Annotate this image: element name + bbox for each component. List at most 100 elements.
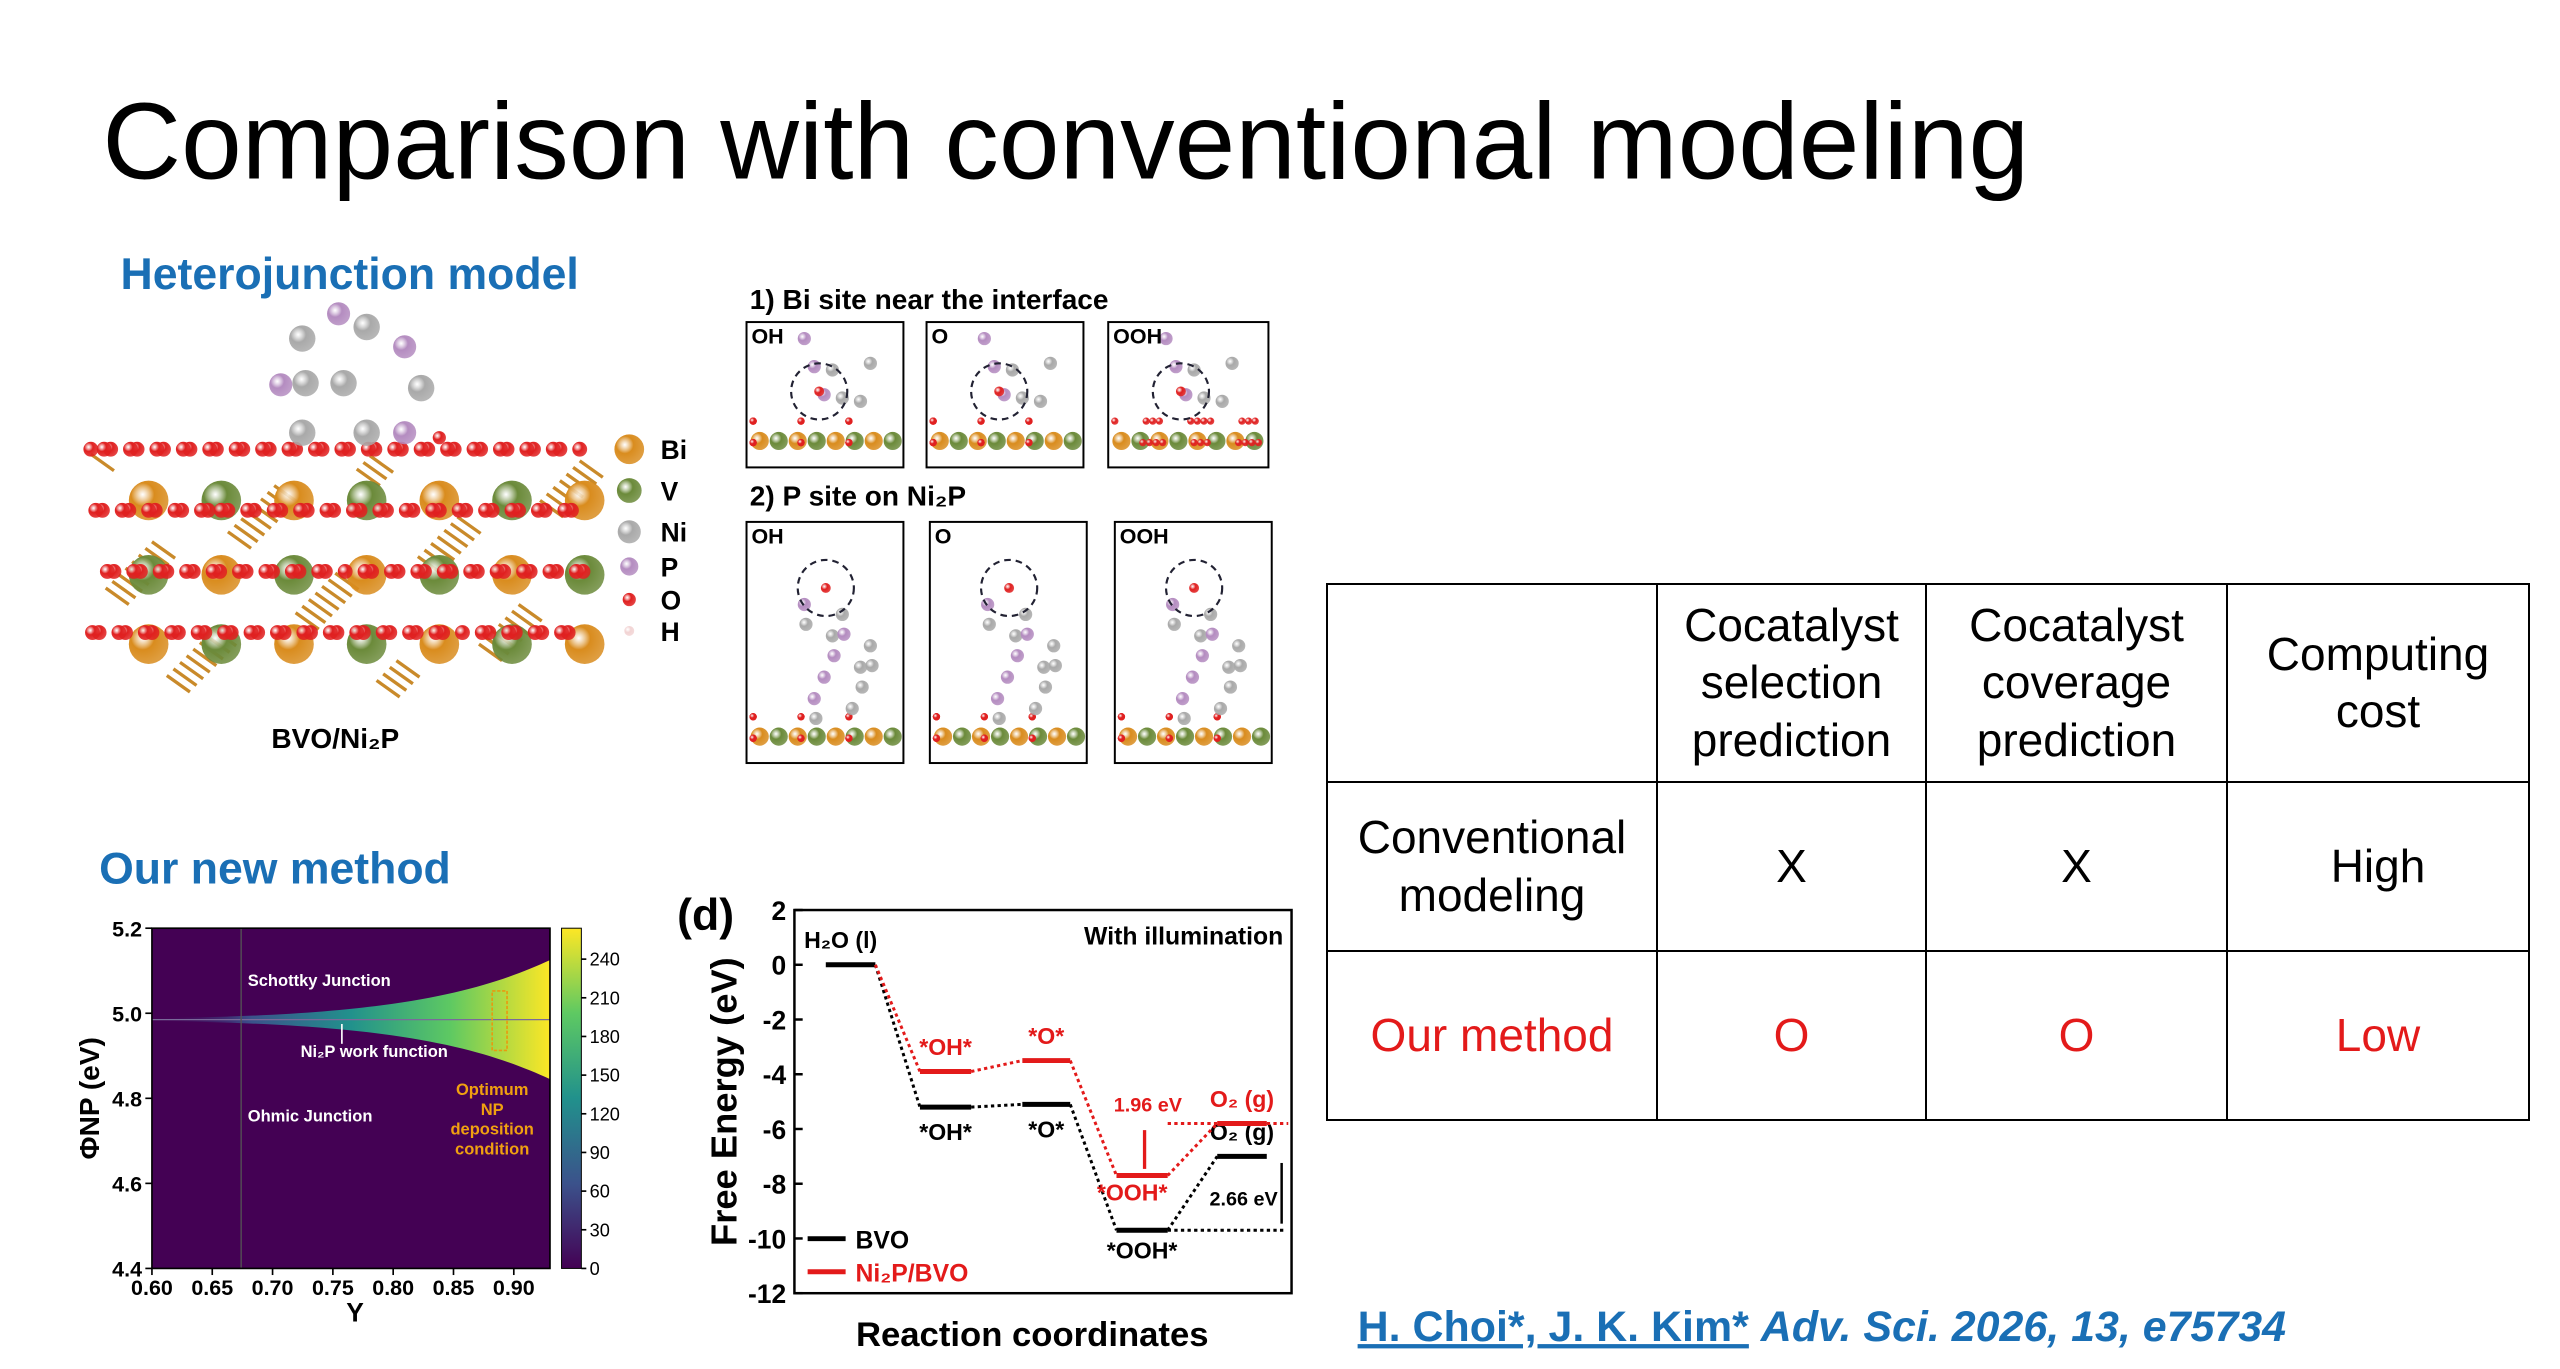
site-marker bbox=[796, 558, 855, 618]
atom bbox=[769, 727, 788, 746]
atom bbox=[1251, 727, 1271, 746]
atom bbox=[451, 502, 467, 518]
annotation: Ni₂P work function bbox=[301, 1043, 448, 1061]
atom bbox=[1159, 331, 1173, 346]
bond bbox=[395, 659, 421, 679]
bond bbox=[104, 586, 130, 606]
atom bbox=[1006, 431, 1025, 451]
atom bbox=[982, 617, 996, 631]
atom bbox=[977, 438, 985, 447]
atom bbox=[327, 302, 351, 326]
site-marker bbox=[979, 558, 1039, 618]
atom bbox=[1223, 680, 1238, 694]
panel-label: (d) bbox=[677, 891, 734, 940]
atom bbox=[1165, 734, 1173, 742]
table-cell: Our method bbox=[1326, 950, 1658, 1121]
atom bbox=[797, 331, 811, 346]
connector bbox=[970, 1059, 1023, 1073]
atom bbox=[864, 431, 883, 451]
y-tick-label: 5.2 bbox=[112, 917, 142, 941]
atom bbox=[883, 727, 902, 746]
bond bbox=[179, 660, 205, 681]
table-cell: Conventional modeling bbox=[1326, 781, 1658, 952]
site-marker bbox=[1164, 558, 1224, 618]
atom bbox=[1025, 438, 1033, 447]
atom bbox=[863, 639, 877, 653]
bond bbox=[368, 454, 395, 474]
atom bbox=[228, 441, 244, 457]
structure-panel bbox=[928, 520, 1088, 765]
bond bbox=[430, 542, 456, 562]
bond bbox=[89, 452, 115, 473]
atom bbox=[152, 564, 168, 579]
atom bbox=[1028, 734, 1036, 742]
table-row: Conventional modeling X X High bbox=[1326, 781, 2530, 952]
atom bbox=[977, 331, 991, 346]
atom bbox=[1004, 583, 1015, 593]
atom bbox=[504, 502, 520, 518]
atom bbox=[455, 625, 470, 640]
annotation: Optimum bbox=[456, 1081, 528, 1099]
y-axis-label: ΦNP (eV) bbox=[74, 1037, 105, 1159]
atom bbox=[827, 649, 841, 663]
atom bbox=[141, 502, 157, 518]
atom bbox=[807, 431, 826, 451]
panel-label: O bbox=[935, 524, 952, 548]
atom bbox=[616, 478, 642, 503]
atom bbox=[807, 727, 826, 746]
colorbar-tick-label: 30 bbox=[590, 1220, 610, 1240]
atom bbox=[1190, 438, 1198, 447]
table-cell: Computing cost bbox=[2226, 583, 2530, 783]
atom bbox=[357, 564, 373, 579]
point-label: O₂ (g) bbox=[1210, 1086, 1274, 1112]
atom bbox=[308, 441, 323, 457]
atom bbox=[1189, 583, 1200, 593]
atom bbox=[568, 564, 584, 579]
point-label: *OOH* bbox=[1097, 1179, 1168, 1205]
atom bbox=[1167, 617, 1181, 631]
citation: H. Choi*, J. K. Kim* Adv. Sci. 2026, 13,… bbox=[1358, 1303, 2287, 1351]
bond bbox=[172, 667, 198, 687]
bond bbox=[226, 530, 253, 550]
atom bbox=[353, 419, 380, 446]
colorbar-tick-label: 120 bbox=[590, 1104, 620, 1124]
y-tick-label: 2 bbox=[771, 896, 786, 926]
atom bbox=[835, 391, 849, 405]
atom bbox=[1213, 713, 1221, 721]
atom bbox=[929, 417, 937, 425]
atom bbox=[474, 625, 490, 640]
legend-label: Bi bbox=[661, 435, 687, 465]
legend-label: V bbox=[661, 476, 679, 506]
atom bbox=[797, 417, 805, 425]
bond bbox=[192, 647, 218, 667]
atom bbox=[1215, 394, 1229, 408]
atom bbox=[1149, 417, 1157, 425]
atom bbox=[466, 441, 482, 457]
legend-label: H bbox=[661, 617, 680, 647]
atom bbox=[167, 502, 183, 518]
atom bbox=[1194, 629, 1208, 643]
bond bbox=[314, 591, 340, 611]
atom bbox=[797, 734, 805, 742]
atom bbox=[111, 625, 127, 640]
atom bbox=[179, 564, 195, 579]
atom bbox=[489, 564, 505, 579]
atom bbox=[266, 502, 282, 518]
atom bbox=[1187, 363, 1201, 377]
table-cell: O bbox=[1925, 950, 2228, 1121]
atom bbox=[1165, 713, 1173, 721]
y-tick-label: -4 bbox=[763, 1060, 787, 1090]
colorbar-tick-label: 90 bbox=[590, 1143, 610, 1163]
atom bbox=[1254, 438, 1263, 447]
atom bbox=[825, 363, 840, 377]
optimum-box bbox=[491, 990, 508, 1052]
atom bbox=[1005, 363, 1020, 377]
point-label: *O* bbox=[1028, 1116, 1064, 1142]
atom bbox=[269, 373, 293, 397]
annotation: 1.96 eV bbox=[1114, 1095, 1183, 1117]
bond bbox=[362, 461, 388, 481]
x-tick-label: 0.90 bbox=[493, 1276, 535, 1300]
atom bbox=[845, 438, 853, 447]
atom bbox=[99, 564, 115, 579]
table-cell: Cocatalyst coverage prediction bbox=[1925, 583, 2228, 783]
